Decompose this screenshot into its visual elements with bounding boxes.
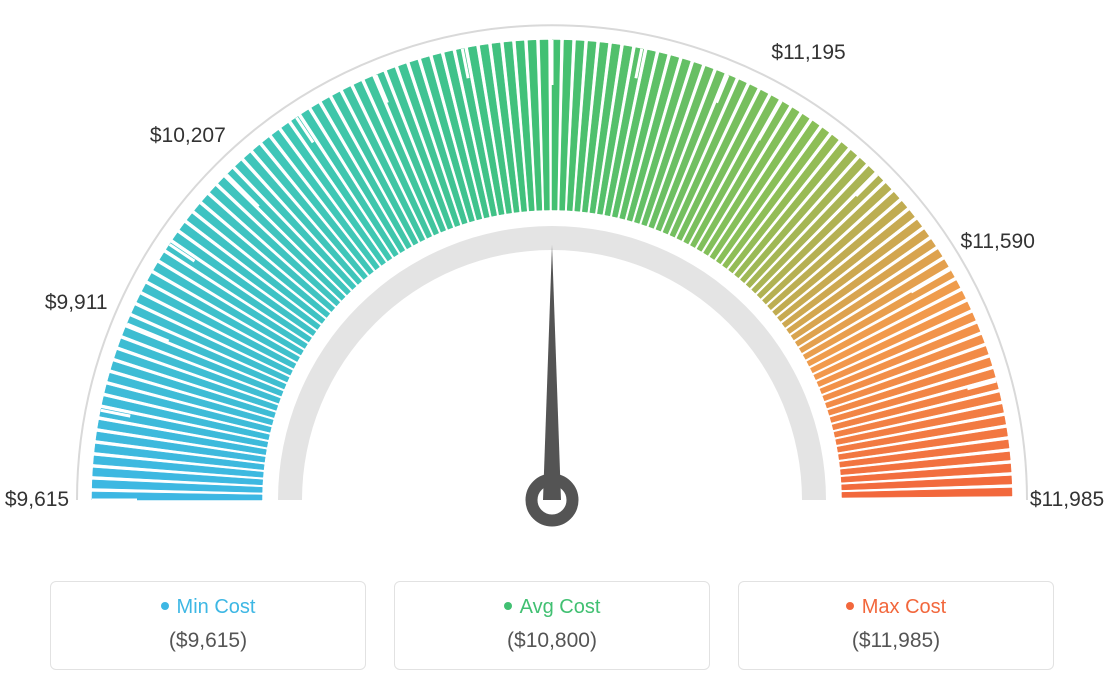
gauge-tick-label: $9,615	[5, 488, 69, 512]
legend-card-avg: Avg Cost ($10,800)	[394, 581, 710, 670]
legend-title-text: Max Cost	[862, 596, 946, 618]
legend-title-min: Min Cost	[61, 596, 355, 619]
legend-title-max: Max Cost	[749, 596, 1043, 619]
legend-card-max: Max Cost ($11,985)	[738, 581, 1054, 670]
legend-title-text: Min Cost	[177, 596, 256, 618]
dot-icon	[504, 602, 512, 610]
legend-card-min: Min Cost ($9,615)	[50, 581, 366, 670]
gauge-tick-label: $11,590	[961, 230, 1035, 254]
gauge-chart: $9,615$9,911$10,207$10,800$11,195$11,590…	[0, 0, 1104, 540]
dot-icon	[161, 602, 169, 610]
gauge-svg	[0, 0, 1104, 560]
dot-icon	[846, 602, 854, 610]
legend-value-avg: ($10,800)	[405, 629, 699, 653]
gauge-tick-label: $10,207	[150, 124, 226, 148]
legend-title-text: Avg Cost	[520, 596, 601, 618]
legend-value-min: ($9,615)	[61, 629, 355, 653]
legend-row: Min Cost ($9,615) Avg Cost ($10,800) Max…	[50, 581, 1054, 670]
chart-container: $9,615$9,911$10,207$10,800$11,195$11,590…	[0, 0, 1104, 690]
gauge-tick-label: $9,911	[45, 291, 108, 315]
gauge-tick-label: $11,195	[771, 41, 845, 65]
gauge-tick-label: $11,985	[1030, 488, 1104, 512]
legend-title-avg: Avg Cost	[405, 596, 699, 619]
legend-value-max: ($11,985)	[749, 629, 1043, 653]
